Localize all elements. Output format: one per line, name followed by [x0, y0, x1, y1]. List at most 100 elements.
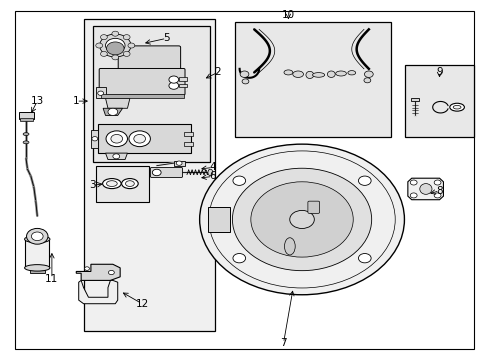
- Bar: [83, 19, 215, 330]
- Circle shape: [168, 76, 178, 83]
- Circle shape: [232, 253, 245, 263]
- Polygon shape: [105, 98, 130, 108]
- Ellipse shape: [312, 73, 324, 77]
- Circle shape: [250, 182, 352, 257]
- Circle shape: [101, 51, 107, 57]
- Circle shape: [364, 71, 372, 77]
- Circle shape: [108, 270, 114, 275]
- Bar: [96, 166, 149, 202]
- Text: 1: 1: [73, 96, 80, 106]
- Circle shape: [168, 82, 178, 89]
- Ellipse shape: [335, 71, 346, 76]
- Bar: [178, 77, 187, 81]
- Circle shape: [289, 210, 314, 229]
- Ellipse shape: [24, 265, 50, 271]
- Circle shape: [98, 91, 103, 95]
- Circle shape: [113, 154, 120, 159]
- Text: 10: 10: [281, 10, 294, 20]
- Circle shape: [123, 51, 130, 57]
- Polygon shape: [103, 108, 122, 116]
- Polygon shape: [173, 161, 184, 166]
- Circle shape: [152, 169, 161, 176]
- Polygon shape: [105, 153, 127, 159]
- Bar: [19, 112, 34, 119]
- Text: 11: 11: [45, 274, 59, 284]
- Bar: [25, 239, 49, 268]
- FancyBboxPatch shape: [307, 201, 319, 213]
- Circle shape: [240, 71, 248, 77]
- Bar: [30, 267, 44, 273]
- Bar: [93, 26, 210, 162]
- Ellipse shape: [449, 103, 464, 111]
- Ellipse shape: [419, 184, 431, 194]
- Circle shape: [105, 39, 125, 53]
- Ellipse shape: [305, 71, 313, 78]
- Circle shape: [101, 35, 107, 40]
- Ellipse shape: [292, 71, 303, 77]
- Polygon shape: [91, 130, 98, 148]
- Bar: [20, 118, 33, 121]
- Polygon shape: [207, 207, 230, 232]
- Circle shape: [123, 35, 130, 40]
- Circle shape: [84, 267, 89, 270]
- Circle shape: [232, 176, 245, 185]
- FancyBboxPatch shape: [150, 167, 182, 177]
- Ellipse shape: [23, 133, 29, 135]
- Circle shape: [108, 108, 118, 116]
- Circle shape: [409, 193, 416, 198]
- Polygon shape: [96, 87, 105, 98]
- Bar: [183, 132, 193, 136]
- FancyBboxPatch shape: [99, 68, 184, 95]
- Circle shape: [199, 144, 404, 295]
- Polygon shape: [79, 280, 118, 304]
- Ellipse shape: [106, 181, 117, 186]
- Circle shape: [363, 78, 370, 83]
- Ellipse shape: [102, 179, 121, 189]
- Ellipse shape: [284, 70, 292, 75]
- Bar: [410, 98, 418, 101]
- Text: 2: 2: [214, 67, 221, 77]
- Circle shape: [111, 134, 122, 143]
- Circle shape: [106, 131, 127, 147]
- Ellipse shape: [122, 179, 138, 189]
- Text: 12: 12: [135, 299, 148, 309]
- Text: 8: 8: [435, 186, 442, 196]
- FancyBboxPatch shape: [118, 46, 180, 74]
- Circle shape: [92, 136, 98, 141]
- Circle shape: [100, 34, 131, 57]
- Ellipse shape: [452, 105, 460, 109]
- Circle shape: [176, 161, 182, 165]
- Bar: [234, 22, 390, 137]
- Circle shape: [31, 232, 43, 240]
- Bar: [405, 65, 473, 137]
- Polygon shape: [76, 264, 120, 280]
- Circle shape: [433, 193, 440, 198]
- Polygon shape: [101, 94, 183, 98]
- Circle shape: [358, 176, 370, 185]
- Circle shape: [409, 180, 416, 185]
- Bar: [98, 125, 190, 153]
- Circle shape: [106, 42, 124, 55]
- Circle shape: [128, 43, 135, 48]
- Ellipse shape: [24, 235, 50, 243]
- Circle shape: [129, 131, 150, 147]
- Circle shape: [134, 134, 145, 143]
- Circle shape: [358, 253, 370, 263]
- Circle shape: [112, 31, 119, 36]
- Text: 9: 9: [435, 67, 442, 77]
- Ellipse shape: [125, 181, 134, 186]
- Ellipse shape: [347, 71, 355, 75]
- Ellipse shape: [207, 169, 212, 176]
- Bar: [178, 84, 187, 87]
- Circle shape: [232, 168, 371, 271]
- Circle shape: [26, 228, 48, 244]
- Ellipse shape: [327, 71, 334, 77]
- Text: 3: 3: [89, 180, 96, 190]
- Text: 7: 7: [280, 338, 286, 348]
- Ellipse shape: [284, 238, 295, 255]
- Circle shape: [112, 55, 119, 60]
- Polygon shape: [407, 178, 443, 200]
- Circle shape: [96, 43, 102, 48]
- Ellipse shape: [23, 141, 29, 144]
- Text: 13: 13: [31, 96, 44, 106]
